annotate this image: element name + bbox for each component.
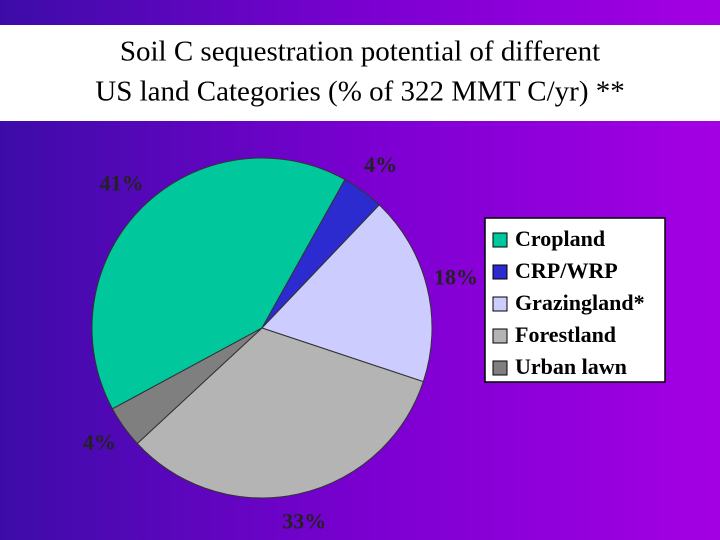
data-label: 18% [434,265,478,290]
legend-label: Forestland [515,322,616,347]
legend-swatch [492,360,508,376]
legend-swatch [492,232,508,248]
legend-swatch [492,296,508,312]
legend-label: CRP/WRP [515,258,618,283]
pie-slice [261,204,433,383]
legend-label: Urban lawn [515,354,627,379]
data-label: 4% [83,429,116,454]
legend-box [484,217,666,383]
legend-swatch [492,264,508,280]
title-box [0,25,720,121]
data-label: 41% [100,171,144,196]
chart-title: Soil C sequestration potential of differ… [120,36,600,68]
legend-label: Cropland [515,226,605,251]
legend-label: Grazingland* [515,290,645,315]
pie-slice [111,327,263,445]
chart-title: US land Categories (% of 322 MMT C/yr) *… [95,76,624,108]
data-label: 4% [364,152,397,177]
pie-slice [91,157,346,410]
legend-swatch [492,328,508,344]
pie-slice [136,327,424,499]
data-label: 33% [282,509,326,534]
